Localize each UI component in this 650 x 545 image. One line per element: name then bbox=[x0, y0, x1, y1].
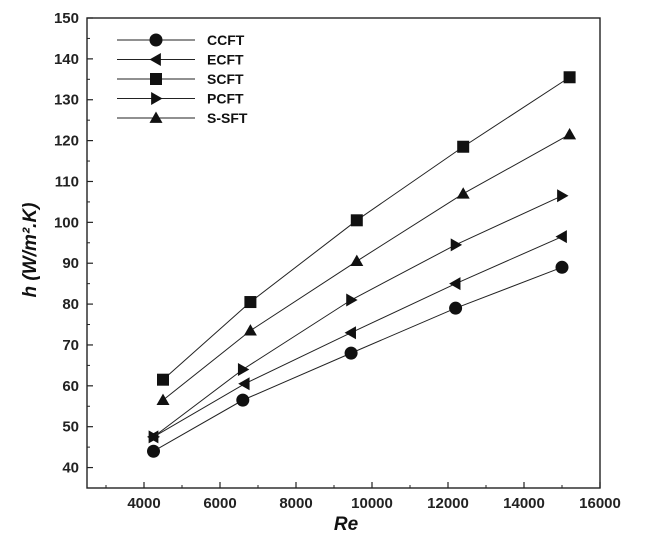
legend-marker bbox=[149, 53, 161, 66]
legend-marker bbox=[151, 92, 163, 105]
y-tick-label: 70 bbox=[62, 337, 79, 354]
data-point-s-sft bbox=[243, 324, 257, 336]
data-point-scft bbox=[157, 373, 169, 386]
data-point-s-sft bbox=[456, 187, 470, 199]
series-ccft bbox=[147, 260, 569, 458]
data-point-ccft bbox=[344, 346, 358, 360]
data-point-ecft bbox=[238, 377, 250, 391]
y-tick-label: 50 bbox=[62, 419, 79, 436]
series-scft bbox=[157, 71, 576, 386]
data-point-pcft bbox=[450, 238, 463, 252]
series-s-sft bbox=[156, 127, 577, 406]
legend-marker bbox=[149, 33, 163, 47]
x-tick-label: 12000 bbox=[427, 495, 469, 512]
legend-marker bbox=[149, 111, 163, 123]
legend-item-ccft: CCFT bbox=[117, 32, 245, 48]
data-point-pcft bbox=[148, 430, 160, 444]
x-tick-label: 8000 bbox=[279, 495, 312, 512]
data-point-s-sft bbox=[156, 393, 170, 406]
data-point-pcft bbox=[346, 293, 358, 307]
legend-label: ECFT bbox=[207, 52, 244, 68]
legend-item-ecft: ECFT bbox=[117, 52, 244, 68]
data-point-scft bbox=[244, 296, 257, 309]
legend: CCFT ECFT SCFT PCFT S-SFT bbox=[117, 32, 248, 126]
series-layer bbox=[147, 71, 577, 458]
data-point-s-sft bbox=[350, 254, 364, 267]
legend-label: S-SFT bbox=[207, 110, 248, 126]
x-tick-label: 4000 bbox=[127, 495, 160, 512]
x-tick-label: 16000 bbox=[579, 495, 621, 512]
legend-label: PCFT bbox=[207, 91, 244, 107]
data-point-ccft bbox=[555, 260, 569, 274]
y-tick-label: 80 bbox=[62, 296, 79, 313]
x-tick-label: 6000 bbox=[203, 495, 236, 512]
y-tick-label: 60 bbox=[62, 378, 79, 395]
x-tick-label: 14000 bbox=[503, 495, 545, 512]
data-point-ccft bbox=[236, 393, 250, 407]
series-line-s-sft bbox=[162, 134, 570, 401]
y-tick-label: 140 bbox=[54, 51, 79, 68]
data-point-ccft bbox=[449, 301, 463, 315]
legend-label: CCFT bbox=[207, 32, 245, 48]
y-tick-label: 40 bbox=[62, 460, 79, 477]
data-point-scft bbox=[563, 71, 576, 84]
legend-item-s-sft: S-SFT bbox=[117, 110, 248, 126]
data-point-ccft bbox=[147, 444, 160, 458]
y-tick-label: 130 bbox=[54, 92, 79, 109]
data-point-s-sft bbox=[563, 127, 577, 140]
data-point-ecft bbox=[555, 230, 567, 244]
data-point-pcft bbox=[237, 362, 250, 376]
y-tick-label: 150 bbox=[54, 10, 79, 27]
axes: 4000 6000 8000 10000 12000 14000 16000 40 50 60 70… bbox=[54, 10, 621, 512]
x-axis-title: Re bbox=[334, 514, 359, 535]
series-line-ecft bbox=[153, 236, 563, 438]
series-pcft bbox=[148, 189, 569, 444]
legend-item-pcft: PCFT bbox=[117, 91, 244, 107]
y-tick-label: 90 bbox=[62, 255, 79, 272]
legend-item-scft: SCFT bbox=[117, 71, 244, 87]
data-point-pcft bbox=[557, 189, 569, 203]
data-point-ecft bbox=[344, 326, 356, 340]
data-point-scft bbox=[457, 140, 470, 153]
legend-label: SCFT bbox=[207, 71, 244, 87]
x-tick-label: 10000 bbox=[351, 495, 393, 512]
y-tick-label: 120 bbox=[54, 133, 79, 150]
y-tick-label: 110 bbox=[55, 173, 79, 190]
data-point-ecft bbox=[449, 277, 461, 291]
data-point-scft bbox=[350, 214, 363, 227]
legend-marker bbox=[150, 73, 162, 85]
plot-frame bbox=[86, 17, 601, 489]
y-tick-label: 100 bbox=[54, 214, 79, 231]
y-axis-title: h (W/m².K) bbox=[20, 203, 41, 298]
